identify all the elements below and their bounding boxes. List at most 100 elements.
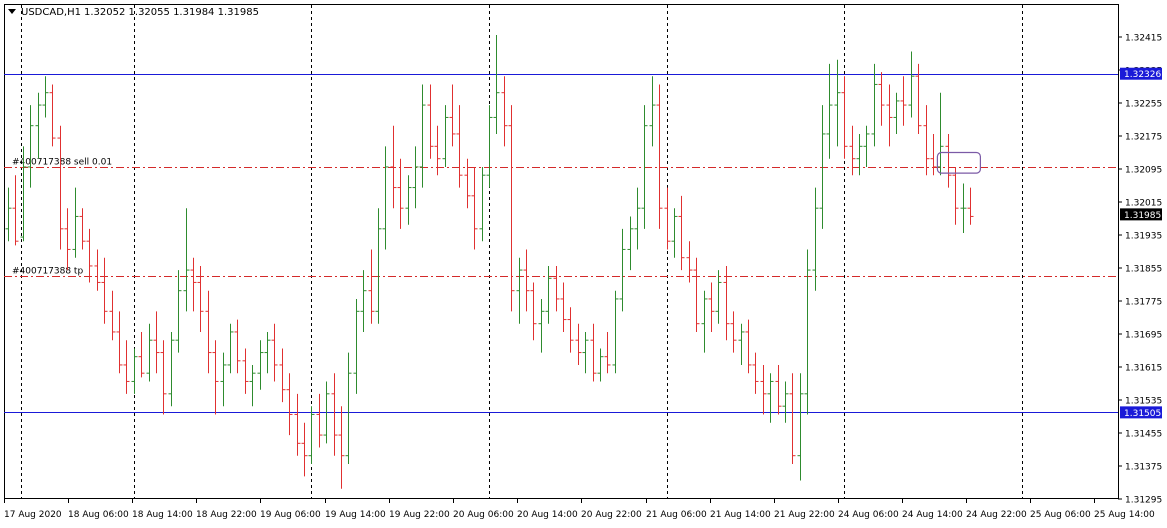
price-bar — [789, 373, 796, 464]
price-bar — [678, 195, 685, 271]
price-bar — [234, 319, 241, 374]
price-bar — [886, 84, 893, 147]
current-price-tag — [1120, 208, 1162, 221]
time-axis: 17 Aug 2020 18 Aug 06:00 18 Aug 14:00 18 Au… — [4, 499, 1155, 520]
price-bar — [575, 323, 582, 365]
price-bar — [493, 34, 500, 134]
price-bar — [123, 340, 130, 394]
price-bar — [723, 265, 730, 341]
price-bar — [767, 373, 774, 423]
price-bar — [745, 319, 752, 374]
price-bar — [915, 63, 922, 134]
price-bar — [279, 348, 286, 403]
price-bar — [138, 331, 145, 378]
time-tick-label: 20 Aug 14:00 — [517, 510, 578, 520]
price-bar — [812, 187, 819, 291]
price-bar — [871, 63, 878, 147]
price-bar — [760, 364, 767, 415]
price-tick-label: 1.31295 — [1125, 496, 1162, 506]
price-bar — [730, 311, 737, 353]
price-bar — [834, 59, 841, 147]
price-tick-label: 1.32175 — [1125, 133, 1162, 143]
price-bar — [863, 125, 870, 167]
price-bar — [479, 166, 486, 242]
price-bar — [227, 323, 234, 374]
price-bar — [708, 282, 715, 332]
price-bar — [560, 282, 567, 332]
price-bar — [86, 228, 93, 283]
price-bar — [782, 381, 789, 423]
price-bar — [264, 331, 271, 374]
price-bar — [775, 364, 782, 415]
time-tick-label: 24 Aug 22:00 — [966, 510, 1027, 520]
price-tick-label: 1.32255 — [1125, 100, 1162, 110]
price-bar — [5, 187, 12, 242]
price-bar — [405, 175, 412, 225]
price-bar — [738, 323, 745, 365]
price-bar — [671, 208, 678, 258]
price-bar — [664, 187, 671, 250]
price-bar — [641, 105, 648, 229]
price-bar — [331, 373, 338, 456]
price-bar — [612, 290, 619, 374]
price-bar — [397, 158, 404, 229]
price-bar — [249, 364, 256, 407]
price-tick-label: 1.32415 — [1125, 34, 1162, 44]
price-bar — [205, 290, 212, 374]
price-bar — [634, 187, 641, 250]
price-bar — [94, 249, 101, 291]
time-tick-label: 19 Aug 22:00 — [389, 510, 450, 520]
plot-frame — [4, 4, 1119, 499]
price-bar — [893, 92, 900, 134]
price-bar — [57, 125, 64, 250]
price-bar — [945, 133, 952, 188]
price-bar — [345, 352, 352, 464]
time-tick-label: 24 Aug 06:00 — [838, 510, 899, 520]
price-bar — [375, 208, 382, 324]
price-bar — [109, 290, 116, 341]
order-label: #400717388 tp — [12, 267, 83, 277]
time-tick-label: 21 Aug 06:00 — [646, 510, 707, 520]
price-bar — [360, 270, 367, 332]
price-bar — [849, 125, 856, 176]
price-bar — [878, 72, 885, 126]
price-bar — [146, 323, 153, 382]
price-bar — [442, 105, 449, 167]
price-bar — [516, 257, 523, 324]
horizontal-lines: #400717388 sell 0.01 #400717388 tp — [4, 74, 1118, 413]
price-bar — [797, 373, 804, 481]
price-bar — [168, 331, 175, 407]
price-tick-label: 1.31535 — [1125, 397, 1162, 407]
highlight-rectangle[interactable] — [936, 151, 982, 174]
price-bar — [856, 133, 863, 176]
line-price-label: 1.32326 — [1124, 70, 1161, 80]
price-bar — [42, 76, 49, 118]
price-bar — [930, 133, 937, 176]
price-bar — [35, 92, 42, 159]
price-tick-label: 1.32095 — [1125, 166, 1162, 176]
price-bar — [131, 348, 138, 394]
price-bar — [923, 105, 930, 176]
line-price-tag — [1120, 67, 1162, 80]
price-bar — [471, 166, 478, 250]
time-tick-label: 21 Aug 14:00 — [710, 510, 771, 520]
current-price-label: 1.31985 — [1124, 211, 1161, 221]
price-bar — [464, 158, 471, 209]
price-bar — [449, 84, 456, 147]
price-bar — [286, 373, 293, 436]
price-bar — [604, 331, 611, 374]
price-bar — [530, 282, 537, 341]
time-tick-label: 18 Aug 22:00 — [196, 510, 257, 520]
time-tick-label: 19 Aug 14:00 — [325, 510, 386, 520]
triangle-down-icon[interactable] — [8, 9, 16, 14]
price-bar — [590, 323, 597, 382]
price-bar — [368, 249, 375, 324]
price-bars — [5, 34, 974, 489]
time-tick-label: 18 Aug 06:00 — [68, 510, 129, 520]
price-bar — [64, 208, 71, 271]
price-bar — [649, 76, 656, 147]
time-tick-label: 25 Aug 14:00 — [1094, 510, 1155, 520]
price-bar — [12, 175, 19, 246]
